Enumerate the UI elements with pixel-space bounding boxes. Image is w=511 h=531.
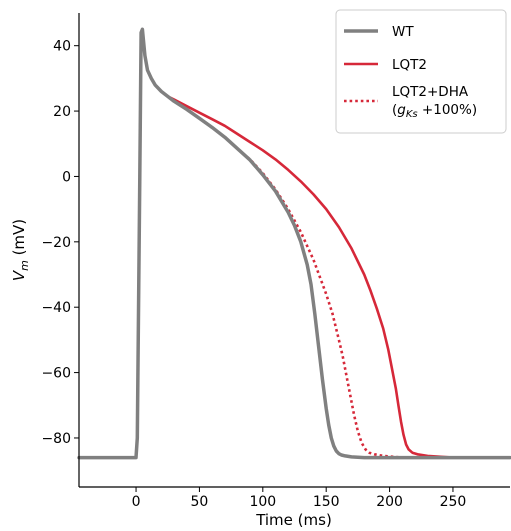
y-tick-label: 40 — [53, 39, 71, 55]
y-tick-label: −20 — [41, 235, 71, 251]
x-tick-label: 0 — [132, 494, 141, 510]
legend-box — [335, 9, 507, 134]
x-tick-label: 100 — [249, 494, 276, 510]
y-axis-label-symbol: V — [10, 269, 28, 281]
x-axis-label: Time (ms) — [255, 511, 332, 529]
legend-label-2: LQT2 — [392, 57, 427, 73]
y-axis-label: Vm (mV) — [10, 219, 31, 281]
y-tick-label: −80 — [41, 431, 71, 447]
legend-label-3: LQT2+DHA — [392, 84, 469, 100]
x-tick-label: 150 — [313, 494, 340, 510]
series-line-wt — [77, 27, 511, 460]
y-tick-label: 0 — [62, 169, 71, 185]
x-tick-label: 250 — [440, 494, 467, 510]
y-tick-label: 20 — [53, 104, 71, 120]
legend: WT LQT2 LQT2+DHA (gKs +100%) — [335, 9, 507, 134]
y-tick-label: −40 — [41, 300, 71, 316]
y-tick-label: −60 — [41, 366, 71, 382]
x-tick-label: 50 — [191, 494, 209, 510]
plot-lines — [77, 27, 511, 460]
legend-label-3-line2: (gKs +100%) — [392, 102, 477, 120]
x-tick-label: 200 — [376, 494, 403, 510]
axes: 0 50 100 150 200 250 −80 −60 −40 −20 0 20 40 — [41, 13, 510, 510]
legend-label-1: WT — [392, 24, 414, 40]
y-axis-label-unit: (mV) — [10, 219, 28, 260]
y-axis-label-subscript: m — [18, 260, 31, 271]
